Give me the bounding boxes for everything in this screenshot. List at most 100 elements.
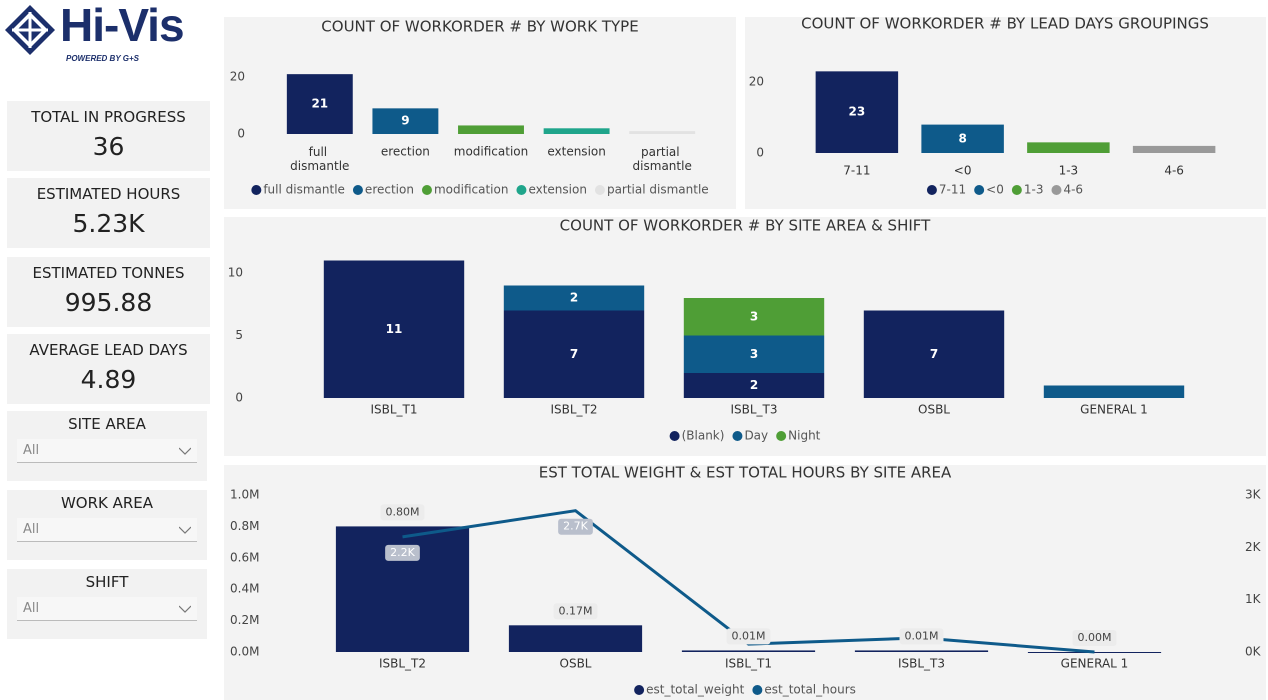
legend-marker xyxy=(516,185,527,195)
legend-label: est_total_hours xyxy=(764,683,856,697)
y-tick-label: 5 xyxy=(235,328,243,342)
y-tick-label: 10 xyxy=(228,266,243,280)
x-tick-label: partial dismantle xyxy=(633,145,692,173)
kpi-value: 995.88 xyxy=(64,288,153,317)
bar xyxy=(508,625,643,652)
slicer: SHIFT All xyxy=(7,569,207,639)
legend-marker xyxy=(1011,185,1022,195)
data-label-box xyxy=(726,628,771,645)
x-tick-label: OSBL xyxy=(918,403,950,417)
kpi-label: TOTAL IN PROGRESS xyxy=(31,108,186,126)
y-tick-label: 0.0M xyxy=(230,645,259,659)
legend-label: Day xyxy=(744,429,768,443)
data-label: 2 xyxy=(570,291,578,305)
slicer-selection: All xyxy=(23,443,40,458)
bar xyxy=(1027,652,1162,653)
legend: (Blank) Day Night xyxy=(669,429,821,443)
y-tick-label: 1.0M xyxy=(230,488,259,502)
legend-marker xyxy=(594,185,605,195)
x-tick-label: OSBL xyxy=(560,657,592,671)
slicer-label: SITE AREA xyxy=(68,415,146,433)
slicer-dropdown[interactable]: All xyxy=(17,597,197,621)
legend-label: modification xyxy=(434,183,508,197)
x-tick-label: <0 xyxy=(954,164,972,178)
logo: Hi-Vis POWERED BY G+S xyxy=(4,0,204,68)
kpi-card: TOTAL IN PROGRESS 36 xyxy=(7,101,210,171)
legend-label: <0 xyxy=(986,183,1004,197)
x-tick-label: ISBL_T2 xyxy=(379,657,426,671)
legend: 7-11 <0 1-3 4-6 xyxy=(926,183,1083,197)
slicer: WORK AREA All xyxy=(7,490,207,560)
logo-name: Hi-Vis xyxy=(60,0,185,51)
data-label: 0.01M xyxy=(905,629,939,642)
data-label: 7 xyxy=(570,347,578,361)
slicer-dropdown[interactable]: All xyxy=(17,439,197,463)
slicer-label: SHIFT xyxy=(85,573,129,591)
legend-label: 7-11 xyxy=(939,183,966,197)
data-label: 3 xyxy=(750,347,758,361)
kpi-label: ESTIMATED TONNES xyxy=(32,264,185,282)
x-tick-label: ISBL_T3 xyxy=(898,657,945,671)
bar xyxy=(629,131,696,134)
bar xyxy=(286,74,353,134)
legend-marker xyxy=(634,685,645,695)
x-tick-label: GENERAL 1 xyxy=(1080,403,1148,417)
logo-mark xyxy=(5,5,55,55)
data-label-box xyxy=(380,504,425,521)
bar xyxy=(921,124,1004,153)
legend-label: 4-6 xyxy=(1063,183,1083,197)
legend-label: est_total_weight xyxy=(646,683,745,697)
bar-segment xyxy=(503,285,645,311)
legend-marker xyxy=(776,431,787,441)
x-tick-label: ISBL_T1 xyxy=(725,657,772,671)
chart-title: COUNT OF WORKORDER # BY SITE AREA & SHIF… xyxy=(560,217,931,235)
chart-title: EST TOTAL WEIGHT & EST TOTAL HOURS BY SI… xyxy=(539,464,952,482)
x-tick-label: GENERAL 1 xyxy=(1061,657,1129,671)
data-label: 2 xyxy=(750,378,758,392)
legend-label: extension xyxy=(528,183,587,197)
y2-tick-label: 3K xyxy=(1245,488,1262,502)
legend-marker xyxy=(669,431,680,441)
y-tick-label: 0.6M xyxy=(230,550,259,564)
y-tick-label: 0.2M xyxy=(230,613,259,627)
y2-tick-label: 2K xyxy=(1245,540,1262,554)
bar-segment xyxy=(683,335,825,373)
slicer-label: WORK AREA xyxy=(60,494,154,512)
slicer: SITE AREA All xyxy=(7,411,207,481)
data-label-box xyxy=(1072,630,1117,646)
kpi-card: ESTIMATED HOURS 5.23K xyxy=(7,178,210,248)
data-label: 23 xyxy=(849,105,866,119)
slicer-selection: All xyxy=(23,522,40,537)
legend-label: erection xyxy=(365,183,414,197)
slicer-selection: All xyxy=(23,601,40,616)
kpi-card: AVERAGE LEAD DAYS 4.89 xyxy=(7,334,210,404)
x-tick-label: extension xyxy=(547,145,606,159)
bar xyxy=(543,128,610,134)
y-tick-label: 20 xyxy=(230,70,245,84)
chevron xyxy=(179,447,191,455)
legend-marker xyxy=(926,185,937,195)
data-label: 0.80M xyxy=(386,505,420,518)
x-tick-label: ISBL_T2 xyxy=(550,403,597,417)
legend-label: 1-3 xyxy=(1024,183,1044,197)
legend-label: full dismantle xyxy=(263,183,345,197)
kpi-value: 36 xyxy=(92,132,125,161)
data-label: 0.17M xyxy=(559,604,593,617)
y-tick-label: 0 xyxy=(756,146,764,160)
y-tick-label: 20 xyxy=(749,75,764,89)
y-tick-label: 0 xyxy=(235,391,243,405)
data-label: 2.7K xyxy=(563,520,588,533)
legend: est_total_weight est_total_hours xyxy=(634,683,856,697)
bar-segment xyxy=(1043,385,1185,398)
bar xyxy=(681,650,816,652)
x-tick-label: 7-11 xyxy=(843,164,870,178)
bar-segment xyxy=(683,298,825,336)
slicer-dropdown[interactable]: All xyxy=(17,518,197,542)
legend-marker xyxy=(421,185,432,195)
legend-marker xyxy=(732,431,743,441)
data-label: 11 xyxy=(386,322,403,336)
data-label: 21 xyxy=(311,97,328,111)
chart-title: COUNT OF WORKORDER # BY WORK TYPE xyxy=(321,18,638,36)
bar-segment xyxy=(503,310,645,398)
